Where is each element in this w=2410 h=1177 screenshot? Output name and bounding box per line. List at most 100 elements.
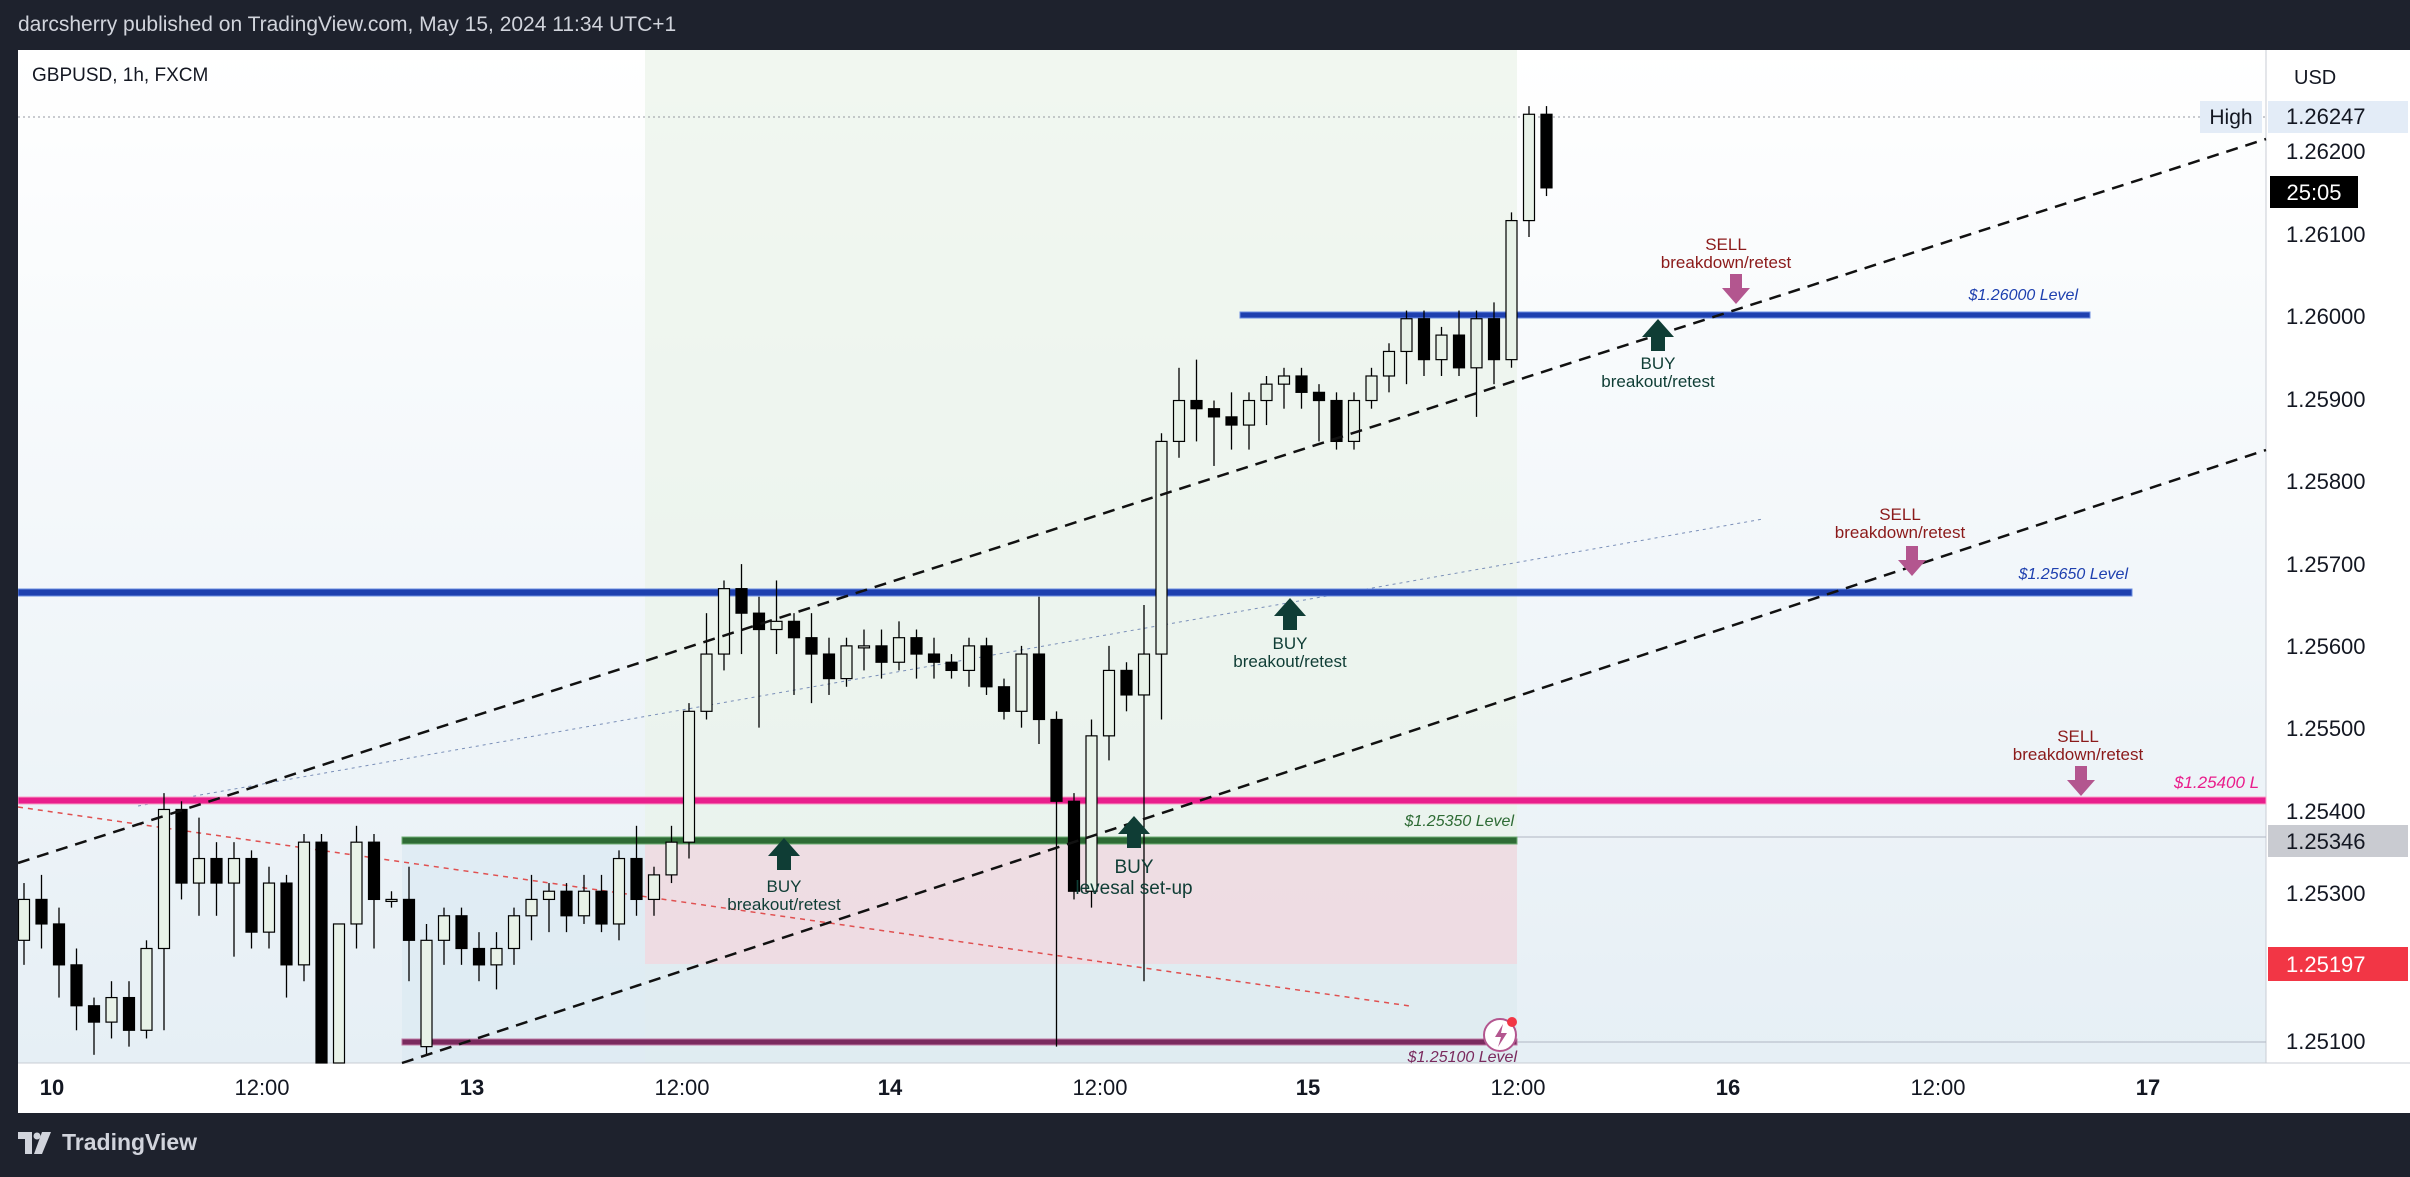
candle-up bbox=[140, 947, 153, 1031]
time-tick-label: 12:00 bbox=[1072, 1075, 1127, 1100]
time-tick-label: 16 bbox=[1716, 1075, 1740, 1100]
candle-down bbox=[1207, 408, 1221, 418]
candle-down bbox=[980, 645, 993, 688]
price-tick-label: 1.25600 bbox=[2286, 634, 2366, 659]
candle-up bbox=[1522, 113, 1536, 222]
chart-area[interactable]: $1.26000 Level $1.25650 Level $1.25400 L… bbox=[17, 50, 2410, 1113]
candle-down bbox=[1452, 334, 1466, 369]
lightning-alert-icon[interactable] bbox=[1483, 1017, 1517, 1052]
buy-arrow-low bbox=[768, 838, 800, 870]
level-line-1.25650[interactable] bbox=[17, 588, 2133, 597]
candle-up bbox=[1400, 318, 1413, 353]
candle-up bbox=[192, 857, 206, 884]
candle-up bbox=[227, 857, 241, 884]
level-line-1.25350[interactable] bbox=[401, 836, 1518, 845]
candle-up bbox=[1015, 653, 1028, 712]
candle-down bbox=[175, 808, 188, 884]
price-tick-label: 1.25900 bbox=[2286, 387, 2366, 412]
countdown-box bbox=[2270, 176, 2358, 208]
sell-top-label: SELL bbox=[1705, 235, 1747, 254]
candle-down bbox=[472, 947, 486, 966]
tradingview-logo[interactable]: TradingView bbox=[18, 1129, 197, 1156]
candle-up bbox=[1155, 440, 1168, 655]
price-tick-label: 1.26100 bbox=[2286, 222, 2366, 247]
level-label-1.26000: $1.26000 Level bbox=[1968, 287, 2079, 304]
candle-down bbox=[1225, 416, 1238, 426]
candle-up bbox=[17, 898, 31, 941]
sell-top-sub: breakdown/retest bbox=[1661, 253, 1792, 272]
candle-down bbox=[1417, 318, 1431, 361]
candle-up bbox=[507, 915, 521, 950]
candles-layer bbox=[17, 106, 1553, 1064]
level-line-1.25400[interactable] bbox=[17, 796, 2267, 805]
publish-header: darcsherry published on TradingView.com,… bbox=[0, 0, 2410, 50]
candle-up bbox=[892, 637, 906, 663]
candle-down bbox=[122, 996, 136, 1031]
time-tick-label: 12:00 bbox=[1490, 1075, 1545, 1100]
candle-down bbox=[927, 653, 941, 663]
high-value-box bbox=[2268, 101, 2408, 133]
candle-down bbox=[1540, 113, 1553, 189]
candle-up bbox=[262, 882, 276, 933]
price-axis-ticks: 1.26200 1.26100 1.26000 1.25900 1.25800 1.257… bbox=[2286, 139, 2366, 1054]
candle-down bbox=[1050, 718, 1063, 802]
candle-down bbox=[367, 841, 381, 901]
price-tick-label: 1.25300 bbox=[2286, 881, 2366, 906]
candle-up bbox=[1260, 383, 1273, 402]
buy-top-label: BUY bbox=[1641, 354, 1676, 373]
candle-up bbox=[1435, 334, 1448, 361]
candle-down bbox=[735, 588, 748, 614]
candle-down bbox=[1312, 391, 1326, 402]
candle-up bbox=[1137, 653, 1151, 696]
candle-up bbox=[385, 898, 398, 903]
candle-up bbox=[1347, 399, 1361, 443]
candle-down bbox=[1190, 399, 1203, 410]
sell-mid-sub: breakdown/retest bbox=[1835, 523, 1966, 542]
candle-up bbox=[1242, 399, 1256, 426]
price-chart[interactable]: $1.26000 Level $1.25650 Level $1.25400 L… bbox=[17, 50, 2410, 1113]
candle-down bbox=[35, 898, 48, 925]
buy-arrow-top bbox=[1642, 319, 1674, 351]
level-line-1.25100[interactable] bbox=[401, 1038, 1518, 1046]
candle-up bbox=[157, 808, 171, 950]
price-tag-red bbox=[2268, 947, 2408, 981]
candle-up bbox=[1277, 375, 1291, 385]
candle-up bbox=[1505, 219, 1518, 361]
price-axis[interactable] bbox=[2266, 50, 2410, 1063]
currency-label[interactable]: USD bbox=[2294, 67, 2336, 89]
candle-down bbox=[210, 857, 223, 884]
candle-up bbox=[490, 947, 503, 966]
candle-down bbox=[70, 964, 83, 1007]
candle-up bbox=[665, 841, 678, 876]
candle-up bbox=[1102, 669, 1116, 737]
sell-arrow-top bbox=[1722, 274, 1750, 304]
publish-header-text: darcsherry published on TradingView.com,… bbox=[18, 13, 677, 36]
buy-top-sub: breakout/retest bbox=[1601, 372, 1715, 391]
buy-arrow-mid bbox=[1274, 598, 1306, 630]
price-tick-label: 1.25400 bbox=[2286, 799, 2366, 824]
candle-down bbox=[945, 661, 958, 672]
countdown-label: 25:05 bbox=[2286, 180, 2341, 205]
candle-down bbox=[630, 857, 643, 901]
time-tick-label: 13 bbox=[460, 1075, 484, 1100]
level-label-1.25100: $1.25100 Level bbox=[1407, 1049, 1518, 1066]
candle-down bbox=[787, 620, 801, 639]
candle-up bbox=[1382, 350, 1396, 377]
time-axis[interactable] bbox=[18, 1063, 2410, 1113]
sell-arrow-mid bbox=[1898, 546, 1926, 576]
sell-low-label: SELL bbox=[2057, 727, 2099, 746]
time-tick-label: 14 bbox=[878, 1075, 903, 1100]
level-line-1.26000[interactable] bbox=[1239, 311, 2091, 319]
candle-down bbox=[560, 890, 573, 917]
candle-down bbox=[52, 923, 66, 966]
time-tick-label: 12:00 bbox=[654, 1075, 709, 1100]
time-tick-label: 12:00 bbox=[234, 1075, 289, 1100]
symbol-title[interactable]: GBPUSD, 1h, FXCM bbox=[32, 65, 208, 86]
price-tick-label: 1.25700 bbox=[2286, 552, 2366, 577]
tradingview-logo-icon bbox=[18, 1131, 51, 1154]
time-axis-ticks: 10 12:00 13 12:00 14 12:00 15 12:00 16 12:00 17 bbox=[40, 1075, 2160, 1100]
candle-up bbox=[647, 874, 661, 901]
candle-up bbox=[962, 645, 976, 672]
candle-down bbox=[1487, 318, 1501, 361]
candle-up bbox=[577, 890, 591, 917]
